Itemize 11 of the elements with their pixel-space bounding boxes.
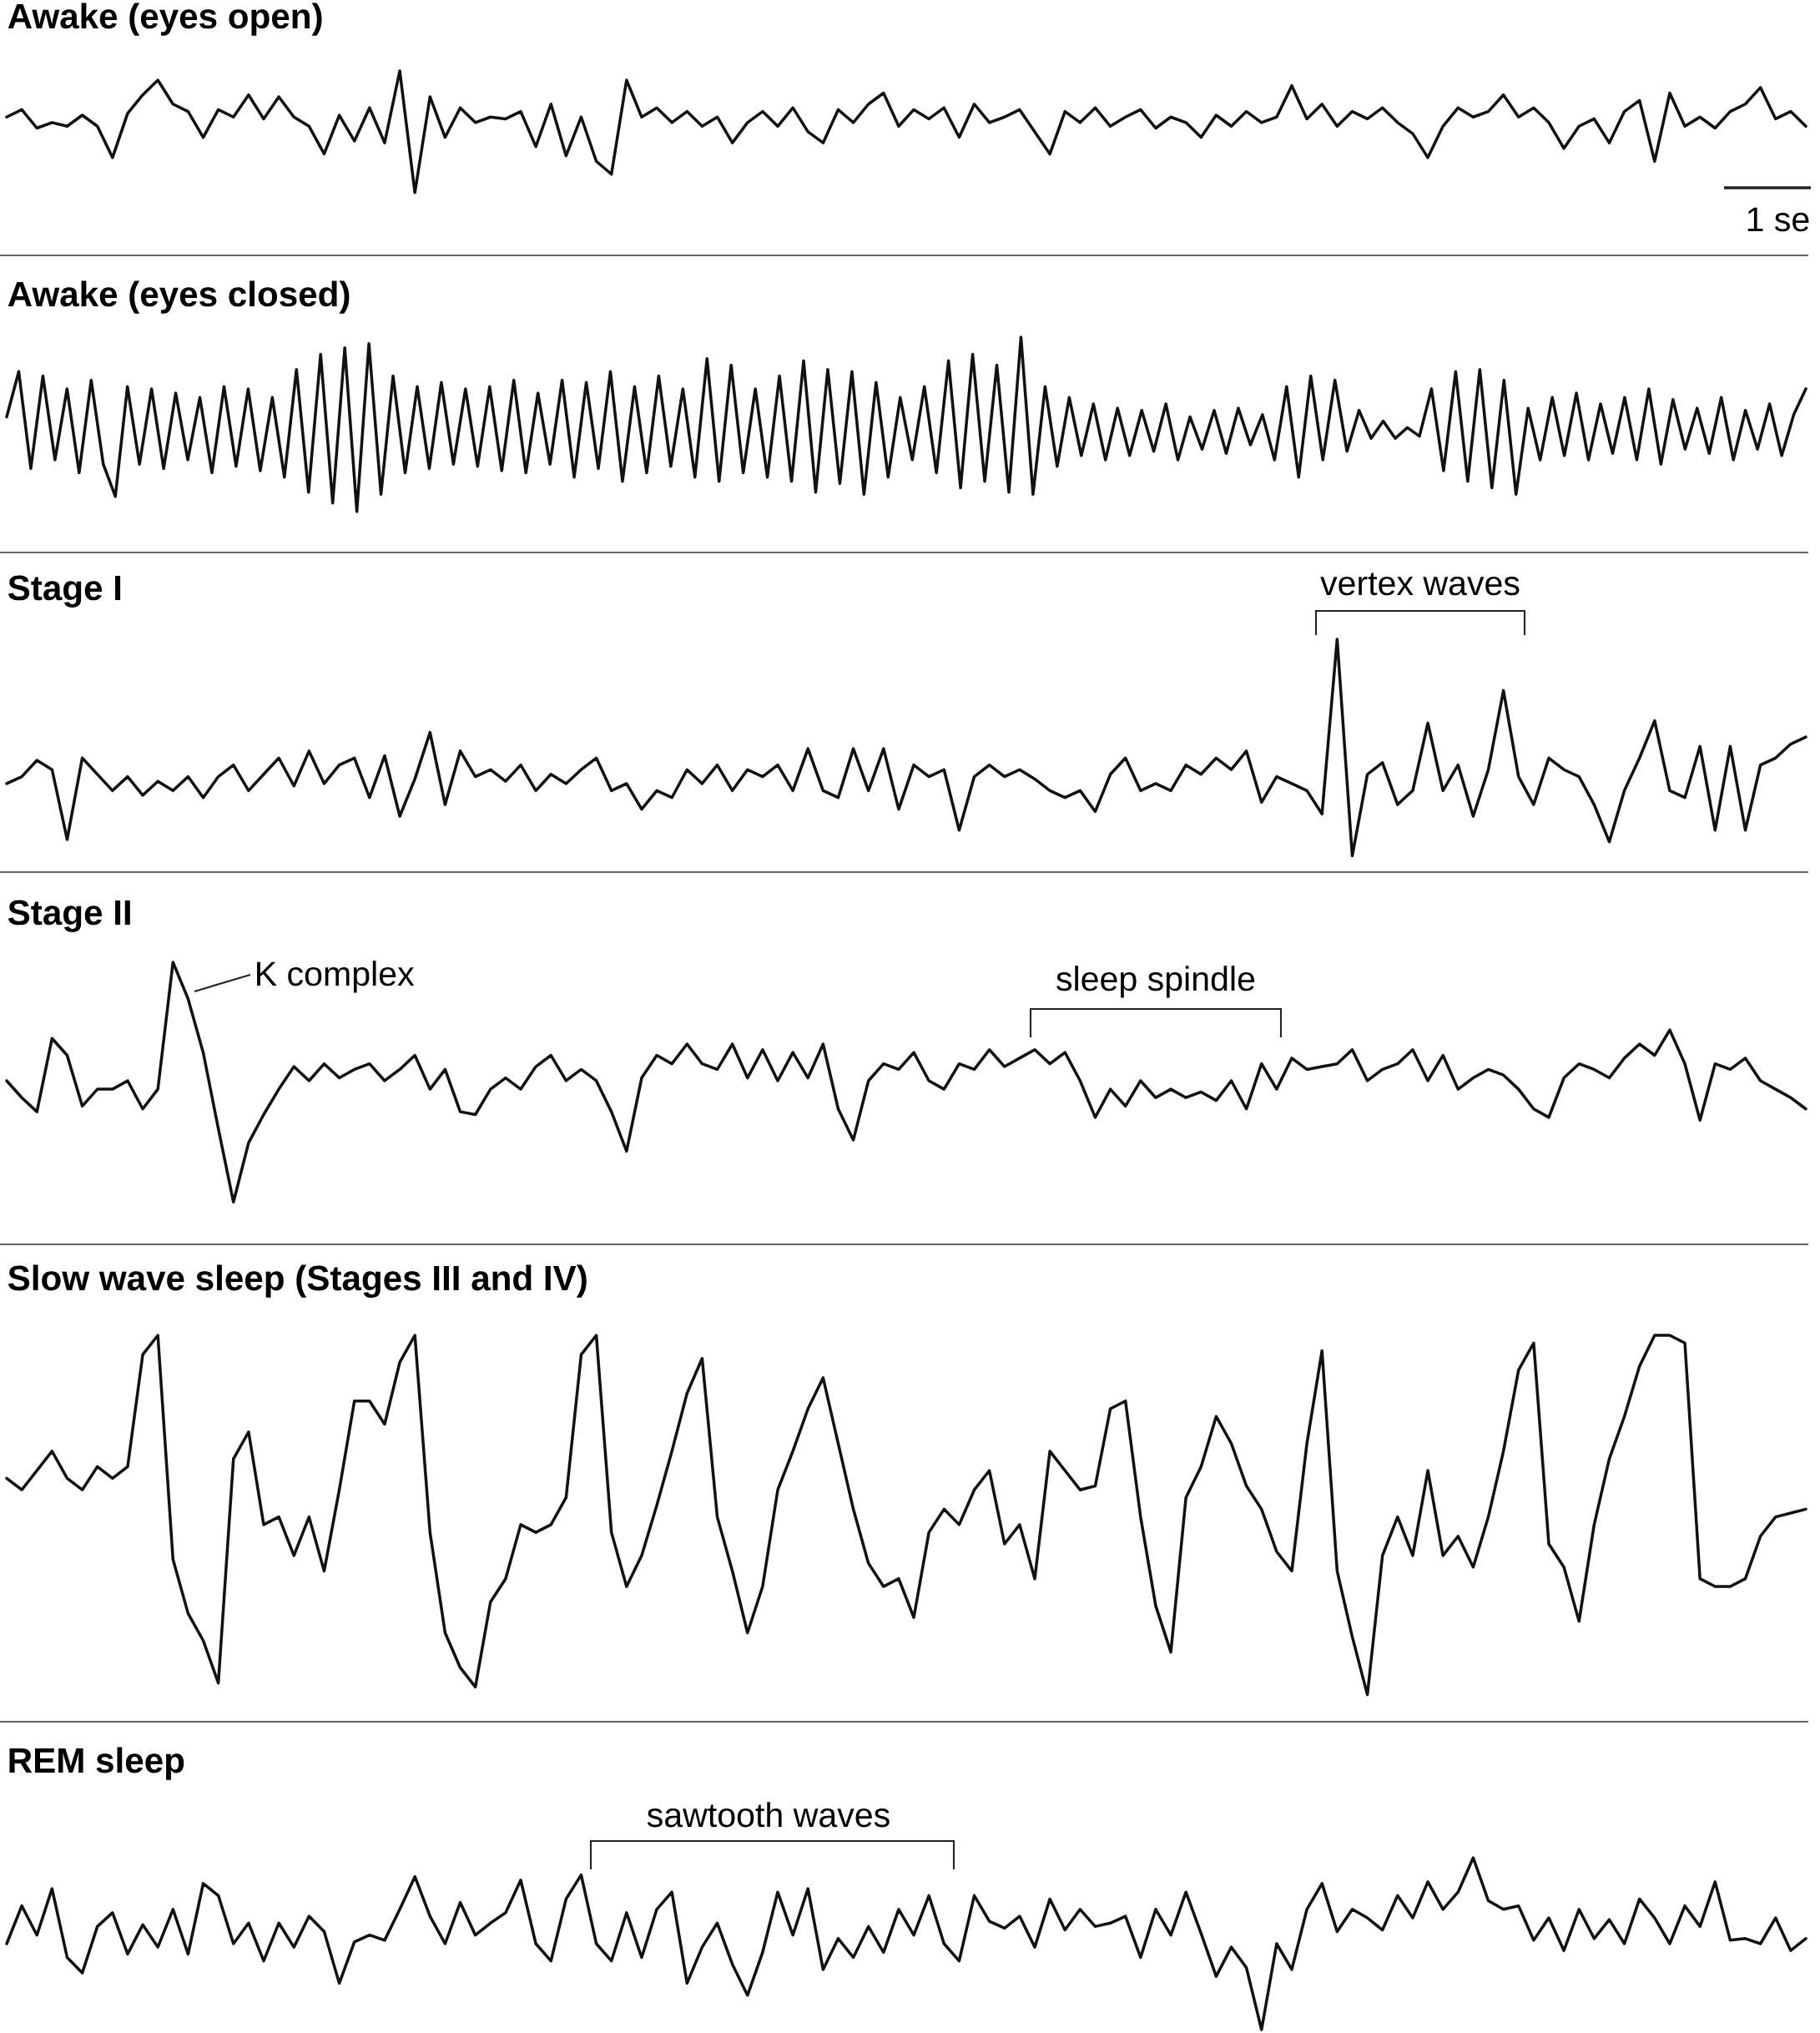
annotation: 1 se xyxy=(1747,207,1809,232)
chart-title: Slow wave sleep (Stages III and IV) xyxy=(8,1264,587,1298)
text: vertex waves xyxy=(1320,573,1520,596)
text: sawtooth waves xyxy=(647,1802,890,1828)
chart-title: Stage I xyxy=(8,575,121,608)
annotation: K complex xyxy=(257,961,415,993)
chart-title: Awake (eyes open) xyxy=(8,3,322,36)
chart-title: REM sleep xyxy=(9,1747,184,1780)
annotation: sleep spindle xyxy=(1056,966,1255,998)
chart-title: Stage II xyxy=(8,900,130,932)
chart-title: Awake (eyes closed) xyxy=(8,280,350,314)
